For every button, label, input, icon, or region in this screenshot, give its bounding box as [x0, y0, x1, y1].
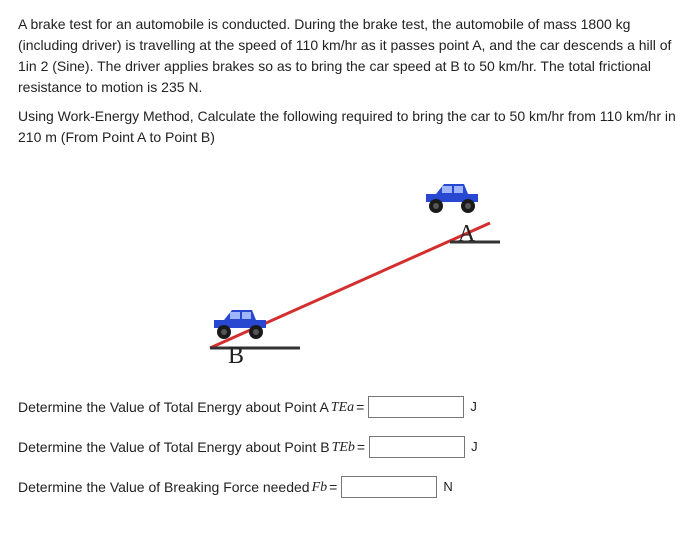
equals-sign: = — [357, 437, 365, 458]
equals-sign: = — [329, 477, 337, 498]
fb-input[interactable] — [341, 476, 437, 498]
q3-prompt: Determine the Value of Breaking Force ne… — [18, 477, 310, 498]
car-a-icon — [420, 176, 484, 216]
q1-unit: J — [470, 397, 477, 417]
car-b-icon — [208, 302, 272, 342]
point-a-label: A — [458, 216, 475, 252]
incline-diagram: A B — [180, 158, 520, 378]
q2-unit: J — [471, 437, 478, 457]
point-b-label: B — [228, 338, 244, 374]
tea-input[interactable] — [368, 396, 464, 418]
q2-variable: TEb — [332, 437, 355, 458]
teb-input[interactable] — [369, 436, 465, 458]
problem-paragraph-2: Using Work-Energy Method, Calculate the … — [18, 106, 682, 148]
q1-variable: TEa — [331, 397, 354, 418]
problem-paragraph-1: A brake test for an automobile is conduc… — [18, 14, 682, 98]
equals-sign: = — [356, 397, 364, 418]
q2-prompt: Determine the Value of Total Energy abou… — [18, 437, 330, 458]
q1-prompt: Determine the Value of Total Energy abou… — [18, 397, 329, 418]
q3-unit: N — [443, 477, 452, 497]
q3-variable: Fb — [312, 477, 328, 498]
